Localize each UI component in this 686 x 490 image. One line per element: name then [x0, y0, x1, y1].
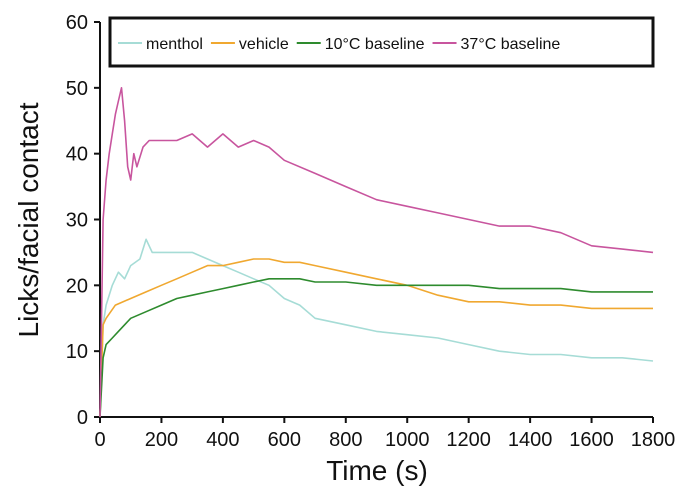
x-tick-label: 0 [94, 429, 105, 451]
legend: menthol vehicle 10°C baseline 37°C baseline [108, 16, 655, 68]
x-tick-label: 1600 [569, 429, 614, 451]
y-tick-label: 0 [77, 407, 88, 429]
legend-label-0: menthol [146, 36, 203, 53]
series-layer [99, 87, 654, 418]
x-axis-title: Time (s) [326, 455, 428, 486]
ticks: 0 200 400 600 800 1000 1200 1400 1600 1800 0 10 20 30… [66, 12, 676, 451]
x-tick-label: 600 [268, 429, 301, 451]
legend-label-1: vehicle [239, 36, 289, 53]
x-tick-label: 800 [329, 429, 362, 451]
y-tick-label: 30 [66, 210, 88, 232]
x-tick-label: 400 [206, 429, 239, 451]
y-tick-label: 40 [66, 144, 88, 166]
y-tick-label: 10 [66, 341, 88, 363]
y-tick-label: 20 [66, 275, 88, 297]
y-tick-label: 50 [66, 78, 88, 100]
series-line-0 [99, 238, 654, 418]
legend-box [108, 16, 655, 68]
axes [99, 22, 653, 418]
legend-label-3: 37°C baseline [461, 36, 561, 53]
series-line-3 [99, 87, 654, 418]
x-tick-label: 1800 [631, 429, 676, 451]
series-line-2 [99, 277, 653, 418]
legend-label-2: 10°C baseline [325, 36, 425, 53]
x-tick-label: 1400 [508, 429, 553, 451]
x-tick-label: 200 [145, 429, 178, 451]
y-tick-label: 60 [66, 12, 88, 34]
y-axis-title: Licks/facial contact [13, 102, 44, 337]
legend-items: menthol vehicle 10°C baseline 37°C baseline [118, 36, 560, 53]
x-tick-label: 1200 [446, 429, 491, 451]
series-line-1 [99, 258, 653, 418]
x-tick-label: 1000 [385, 429, 430, 451]
